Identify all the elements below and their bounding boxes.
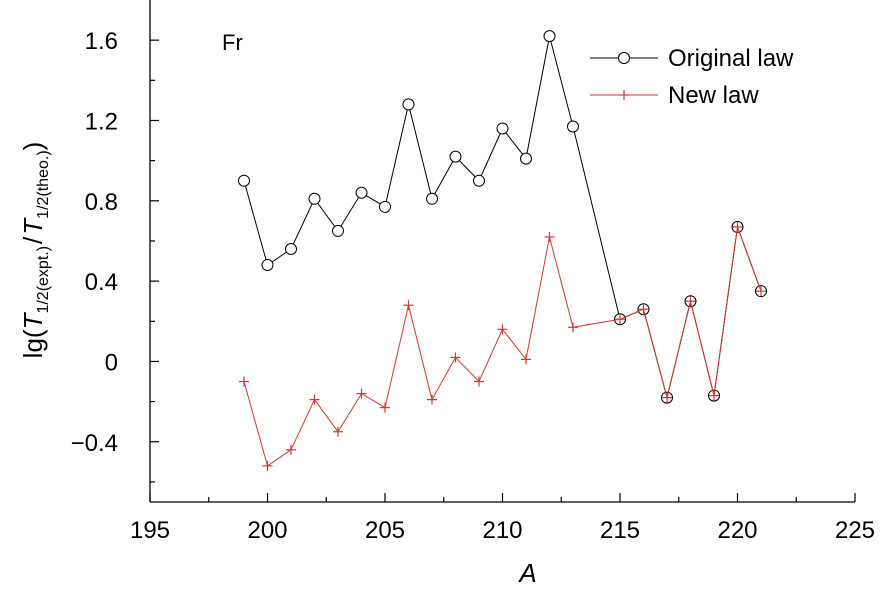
data-point-new-law — [615, 314, 625, 325]
data-point-original-law — [449, 150, 462, 163]
y-axis-label: lg(T1/2(expt.)/T1/2(theo.)) — [18, 142, 52, 359]
y-tick-label: 0 — [105, 349, 118, 376]
x-tick-label: 200 — [247, 517, 287, 544]
x-tick-label: 210 — [482, 517, 522, 544]
data-point-new-law — [239, 376, 249, 387]
data-point-original-law — [238, 174, 250, 187]
data-point-original-law — [567, 120, 579, 133]
y-label-suffix: ) — [18, 142, 48, 151]
y-label-t2: T — [18, 217, 48, 235]
y-label-prefix: lg( — [18, 329, 48, 358]
data-point-new-law — [403, 300, 414, 311]
axes: 195 200 205 210 215 220 225 −0.4 0 0.4 0.8 1.2 1.6 — [71, 0, 875, 544]
legend-marker-original-law — [618, 52, 630, 64]
y-tick-label: 0.4 — [85, 269, 118, 296]
y-label-t1: T — [18, 311, 48, 329]
legend-label-original-law: Original law — [668, 45, 794, 72]
data-point-new-law — [286, 444, 296, 455]
x-tick-label: 220 — [717, 517, 757, 544]
data-point-new-law — [662, 392, 672, 403]
data-point-new-law — [568, 322, 578, 333]
data-point-original-law — [379, 200, 391, 213]
x-tick-label: 225 — [835, 517, 875, 544]
data-point-new-law — [521, 354, 531, 365]
data-point-new-law — [732, 221, 743, 232]
data-point-original-law — [261, 259, 274, 272]
data-point-new-law — [262, 460, 273, 471]
y-tick-label: −0.4 — [71, 430, 118, 457]
data-point-new-law — [497, 324, 508, 335]
x-tick-label: 205 — [365, 517, 405, 544]
data-point-original-law — [543, 30, 556, 43]
data-point-original-law — [496, 122, 509, 135]
data-point-original-law — [285, 242, 297, 255]
data-point-original-law — [473, 174, 485, 187]
data-point-original-law — [402, 98, 415, 111]
data-point-new-law — [638, 304, 649, 315]
series-layer — [238, 30, 767, 471]
legend: Original law New law — [590, 45, 794, 109]
data-point-original-law — [308, 192, 321, 205]
y-tick-label: 1.6 — [85, 28, 118, 55]
data-point-new-law — [333, 426, 343, 437]
data-point-original-law — [332, 224, 344, 237]
data-point-new-law — [756, 286, 766, 297]
y-tick-label: 0.8 — [85, 189, 118, 216]
data-point-new-law — [450, 352, 461, 363]
x-tick-label: 215 — [600, 517, 640, 544]
data-point-new-law — [685, 296, 696, 307]
x-tick-label: 195 — [130, 517, 170, 544]
x-axis-label: A — [517, 558, 536, 588]
data-point-new-law — [427, 394, 437, 405]
data-point-new-law — [380, 402, 390, 413]
data-point-new-law — [474, 376, 484, 387]
series-line-new-law — [243, 226, 762, 467]
chart-annotation: Fr — [222, 30, 243, 55]
legend-label-new-law: New law — [668, 82, 759, 109]
data-point-new-law — [709, 390, 719, 401]
y-label-sub1: 1/2(expt.) — [35, 246, 52, 314]
y-label-sub2: 1/2(theo.) — [35, 150, 52, 218]
data-point-original-law — [520, 152, 532, 165]
data-point-new-law — [309, 394, 320, 405]
y-tick-label: 1.2 — [85, 108, 118, 135]
y-label-slash: / — [18, 236, 48, 244]
data-point-original-law — [355, 186, 368, 199]
data-point-new-law — [356, 388, 367, 399]
data-point-original-law — [426, 192, 438, 205]
data-point-new-law — [544, 231, 555, 242]
